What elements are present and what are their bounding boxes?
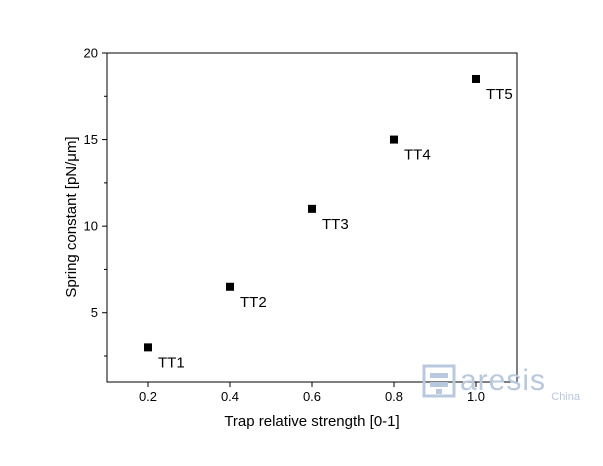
aresis-logo-subtext: China xyxy=(551,391,581,403)
aresis-logo-text: aresis xyxy=(460,364,546,397)
aresis-logo: aresis China xyxy=(422,364,581,403)
data-point-marker xyxy=(390,135,398,144)
x-axis-title: Trap relative strength [0-1] xyxy=(224,413,399,430)
y-tick-label: 5 xyxy=(91,305,98,320)
x-tick-label: 0.2 xyxy=(139,389,157,404)
plot-frame xyxy=(106,52,518,383)
data-point-label: TT2 xyxy=(240,294,267,311)
aresis-logo-icon xyxy=(422,364,456,398)
y-axis-title: Spring constant [pN/μm] xyxy=(63,136,80,297)
x-tick-label: 0.6 xyxy=(303,389,321,404)
data-points: TT1 TT2 TT3 TT4 TT5 xyxy=(144,74,513,371)
y-tick-label: 10 xyxy=(84,219,98,234)
y-tick-label: 15 xyxy=(84,132,98,147)
data-point-label: TT1 xyxy=(158,354,185,371)
data-point-label: TT3 xyxy=(322,216,349,233)
data-point-marker xyxy=(308,204,316,213)
x-tick-label: 0.4 xyxy=(221,389,239,404)
x-tick-label: 0.8 xyxy=(385,389,403,404)
data-point-label: TT5 xyxy=(486,86,513,103)
data-point-marker xyxy=(144,343,152,352)
data-point-marker xyxy=(226,282,234,291)
x-axis-ticks: 0.2 0.4 0.6 0.8 1.0 xyxy=(139,382,485,404)
data-point-marker xyxy=(472,74,480,83)
x-tick-label: 1.0 xyxy=(467,389,485,404)
data-point-label: TT4 xyxy=(404,147,431,164)
y-axis-ticks: 5 10 15 20 xyxy=(84,46,107,357)
y-tick-label: 20 xyxy=(84,46,98,61)
